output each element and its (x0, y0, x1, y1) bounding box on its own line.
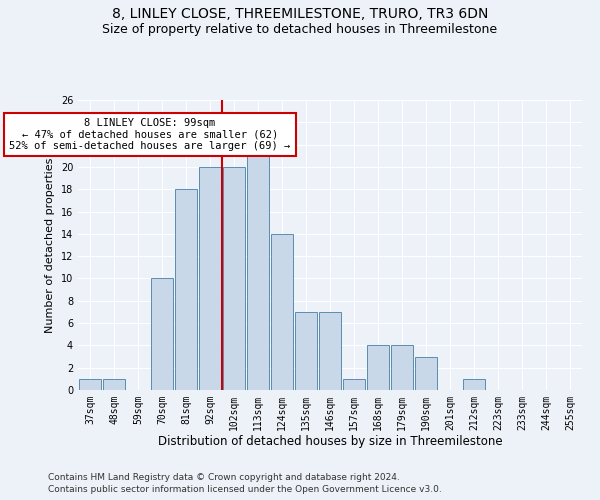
Bar (223, 167, 245, 390)
Bar (175, 189, 197, 390)
Text: Distribution of detached houses by size in Threemilestone: Distribution of detached houses by size … (158, 435, 502, 448)
Text: Size of property relative to detached houses in Threemilestone: Size of property relative to detached ho… (103, 22, 497, 36)
Bar (271, 234, 293, 390)
Bar (463, 379, 485, 390)
Bar (319, 312, 341, 390)
Bar (199, 167, 221, 390)
Bar (247, 156, 269, 390)
Bar (103, 379, 125, 390)
Text: Contains HM Land Registry data © Crown copyright and database right 2024.: Contains HM Land Registry data © Crown c… (48, 472, 400, 482)
Bar (79, 379, 101, 390)
Text: Contains public sector information licensed under the Open Government Licence v3: Contains public sector information licen… (48, 485, 442, 494)
Bar (415, 356, 437, 390)
Bar (367, 346, 389, 390)
Bar (391, 346, 413, 390)
Text: 8 LINLEY CLOSE: 99sqm
← 47% of detached houses are smaller (62)
52% of semi-deta: 8 LINLEY CLOSE: 99sqm ← 47% of detached … (10, 118, 290, 151)
Bar (343, 379, 365, 390)
Text: 8, LINLEY CLOSE, THREEMILESTONE, TRURO, TR3 6DN: 8, LINLEY CLOSE, THREEMILESTONE, TRURO, … (112, 8, 488, 22)
Bar (151, 278, 173, 390)
Bar (295, 312, 317, 390)
Y-axis label: Number of detached properties: Number of detached properties (45, 158, 55, 332)
